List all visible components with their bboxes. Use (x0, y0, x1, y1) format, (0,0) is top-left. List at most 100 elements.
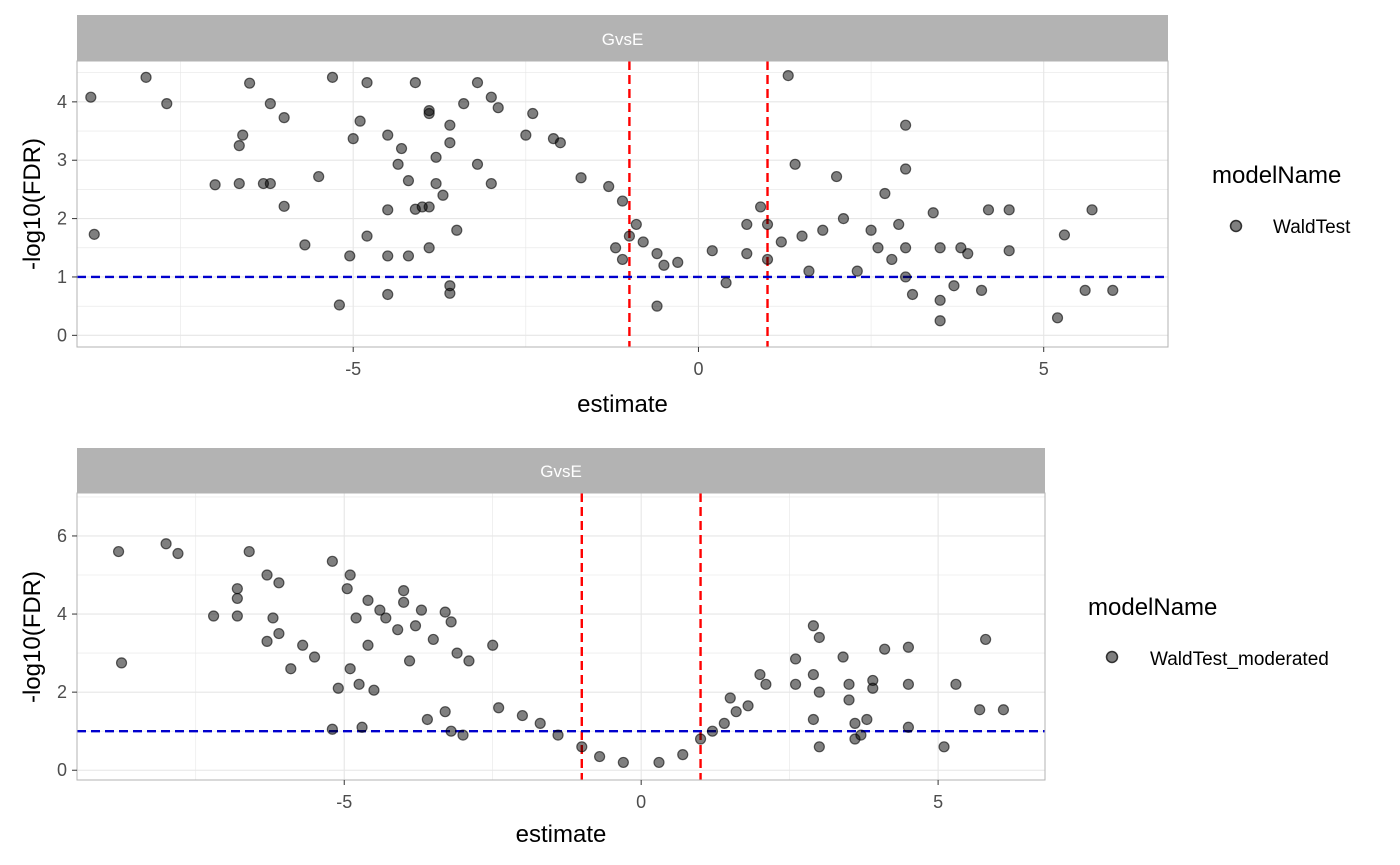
bot-data-point (344, 663, 356, 675)
top-data-point (326, 71, 339, 83)
top-data-point (333, 299, 345, 311)
bot-data-point (789, 653, 802, 665)
top-data-point (85, 91, 97, 103)
bot-data-point (879, 643, 891, 655)
top-data-point (927, 207, 939, 219)
top-data-point (423, 242, 435, 254)
bot-data-point (368, 684, 380, 696)
bot-data-point (855, 729, 867, 741)
bot-x-tick-label: 0 (636, 792, 646, 812)
top-data-point (1107, 284, 1119, 296)
bot-data-point (267, 612, 279, 624)
bot-data-point (938, 741, 950, 753)
top-data-points (85, 69, 1119, 327)
bot-data-point (463, 655, 475, 667)
top-y-tick-label: 3 (57, 150, 67, 170)
top-x-axis-label: estimate (577, 391, 668, 418)
top-data-point (554, 137, 566, 149)
bottom-plot: GvsE -5 0 5 0 2 4 6 estimate -log10(FDR) mode… (19, 448, 1329, 848)
bottom-legend-key-point (1105, 650, 1119, 664)
top-data-point (616, 253, 629, 266)
bot-data-point (451, 647, 463, 659)
bot-data-point (403, 655, 416, 667)
top-data-point (344, 250, 356, 262)
bot-data-point (398, 585, 410, 597)
bot-data-point (807, 620, 819, 632)
bot-data-point (207, 610, 220, 622)
bot-data-point (902, 641, 915, 653)
top-legend-key-point (1229, 219, 1243, 233)
top-data-point (651, 300, 663, 312)
bot-data-point (807, 713, 819, 726)
top-data-point (1058, 229, 1071, 241)
bot-data-point (243, 545, 255, 558)
bottom-x-axis: -5 0 5 (336, 780, 943, 812)
bot-data-point (326, 555, 338, 567)
top-data-point (975, 284, 988, 296)
bot-data-point (980, 633, 992, 646)
top-data-point (830, 170, 843, 183)
top-x-tick-label: -5 (345, 359, 361, 379)
bot-data-point (754, 668, 766, 681)
bot-y-tick-label: 4 (57, 604, 67, 624)
top-data-point (88, 228, 100, 240)
bot-data-point (308, 651, 321, 663)
top-y-tick-label: 2 (57, 209, 67, 229)
top-data-point (755, 201, 767, 213)
top-data-point (395, 142, 408, 155)
top-data-point (382, 250, 394, 262)
top-data-point (934, 315, 946, 327)
top-data-point (609, 242, 622, 254)
bot-data-point (427, 633, 439, 646)
top-data-point (672, 256, 684, 268)
bottom-panel-border (76, 492, 1046, 781)
top-data-point (264, 177, 276, 190)
top-data-point (485, 91, 497, 103)
bot-data-point (326, 723, 338, 735)
bot-data-point (718, 717, 730, 729)
bot-data-point (534, 717, 546, 729)
top-data-point (906, 288, 919, 301)
bot-data-point (362, 639, 374, 651)
top-y-tick-label: 0 (57, 325, 67, 345)
top-data-point (761, 253, 774, 266)
top-data-point (140, 71, 152, 83)
top-data-point (900, 163, 912, 175)
bot-data-point (261, 569, 273, 581)
top-data-point (392, 158, 404, 170)
top-data-point (775, 236, 787, 248)
top-data-point (161, 98, 173, 110)
top-data-point (616, 195, 629, 207)
top-data-point (278, 200, 290, 212)
top-data-point (437, 189, 449, 201)
top-data-point (637, 236, 649, 248)
bot-data-point (552, 729, 564, 741)
top-data-point (244, 77, 256, 89)
top-x-axis: -5 0 5 (345, 347, 1049, 379)
bot-data-point (273, 627, 285, 640)
top-facet-strip (77, 15, 1168, 61)
bot-data-point (576, 741, 588, 753)
bot-data-point (843, 694, 855, 706)
top-legend-entry: WaldTest (1273, 217, 1351, 238)
bottom-legend-entry: WaldTest_moderated (1150, 649, 1329, 670)
top-y-tick-label: 4 (57, 92, 67, 112)
top-data-point (520, 129, 532, 141)
bot-data-point (861, 713, 873, 726)
bottom-y-axis: 0 2 4 6 (57, 526, 77, 780)
bot-data-point (380, 612, 392, 624)
top-data-point (361, 230, 373, 242)
bot-data-point (415, 604, 428, 616)
top-data-point (741, 218, 753, 231)
bot-data-point (409, 620, 422, 632)
top-y-tick-label: 1 (57, 267, 67, 287)
top-data-point (900, 271, 912, 283)
bot-data-point (594, 750, 606, 763)
top-data-point (893, 218, 905, 231)
top-panel-border (76, 60, 1169, 348)
bot-data-point (902, 678, 915, 690)
top-data-point (361, 76, 373, 89)
bot-data-point (261, 635, 273, 647)
bot-data-point (356, 721, 368, 733)
bot-data-point (273, 577, 285, 589)
